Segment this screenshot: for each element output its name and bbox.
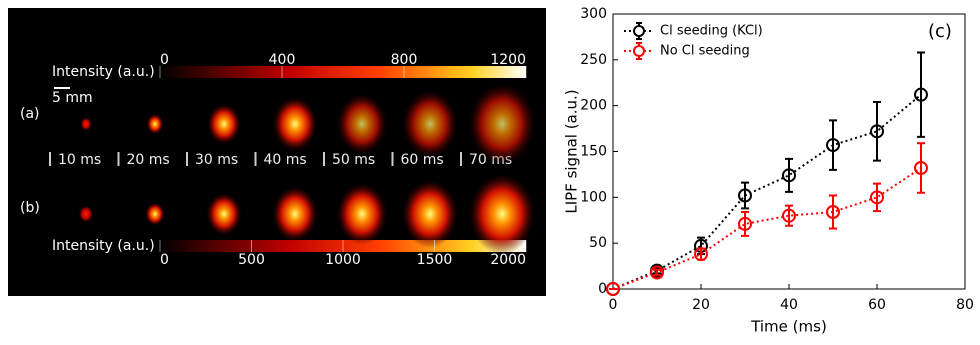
y-tick-label: 150: [580, 144, 607, 160]
row-label: (b): [20, 200, 40, 216]
colorbar-tick-label: 400: [269, 52, 296, 68]
legend-marker: [634, 26, 644, 36]
colorbar-tick-label: 500: [238, 252, 265, 268]
colorbar-label: Intensity (a.u.): [52, 64, 155, 80]
y-tick-label: 300: [580, 6, 607, 22]
y-tick-label: 50: [589, 235, 607, 251]
y-tick-label: 100: [580, 189, 607, 205]
x-tick-label: 0: [609, 297, 618, 313]
figure: (a)(b)5 mm10 ms20 ms30 ms40 ms50 ms60 ms…: [0, 0, 980, 341]
series-line: [613, 168, 921, 289]
plume-image: [79, 206, 93, 223]
plume-image: [273, 97, 318, 151]
error-bar: [829, 196, 837, 229]
x-tick-label: 40: [780, 297, 798, 313]
scale-bar-label: 5 mm: [52, 90, 93, 106]
time-label: 40 ms: [264, 152, 307, 168]
plume-image: [206, 193, 241, 235]
plume-image: [207, 104, 241, 145]
colorbar-tick-label: 1000: [325, 252, 361, 268]
plume-image: [80, 117, 91, 131]
colorbar-tick-label: 800: [391, 52, 418, 68]
plume-image: [402, 90, 458, 158]
legend-label: No Cl seeding: [660, 44, 750, 59]
x-tick-label: 20: [692, 297, 710, 313]
legend-label: Cl seeding (KCl): [660, 24, 763, 39]
annotation: (c): [928, 21, 952, 42]
plume-image: [337, 183, 388, 245]
time-label: 50 ms: [332, 152, 375, 168]
x-tick-label: 80: [956, 297, 974, 313]
x-tick-label: 60: [868, 297, 886, 313]
plume-image: [337, 93, 387, 154]
time-label: 10 ms: [58, 152, 101, 168]
plume-image: [468, 83, 535, 165]
colorbar-tick-label: 2000: [490, 252, 526, 268]
x-axis-label: Time (ms): [750, 318, 827, 336]
error-bar: [917, 53, 925, 137]
plume-image: [145, 202, 165, 225]
colorbar-tick-label: 1200: [490, 52, 526, 68]
y-tick-label: 0: [598, 281, 607, 297]
plume-image: [402, 180, 458, 248]
plume-image: [469, 174, 535, 255]
y-tick-label: 200: [580, 98, 607, 114]
colorbar-top: [160, 66, 526, 78]
colorbar-tick-label: 0: [160, 52, 169, 68]
row-label: (a): [20, 106, 40, 122]
error-bar: [917, 143, 925, 193]
colorbar-label: Intensity (a.u.): [52, 238, 155, 254]
plume-image: [272, 186, 318, 241]
error-bar: [785, 159, 793, 192]
time-label: 30 ms: [195, 152, 238, 168]
colorbar-tick-label: 1500: [417, 252, 453, 268]
time-label: 20 ms: [127, 152, 170, 168]
plume-image: [147, 114, 164, 134]
colorbar-tick-label: 0: [160, 252, 169, 268]
y-axis-label: LIPF signal (a.u.): [563, 89, 581, 213]
error-bar: [741, 183, 749, 209]
y-tick-label: 250: [580, 52, 607, 68]
error-bar: [829, 120, 837, 169]
legend-marker: [634, 46, 644, 56]
